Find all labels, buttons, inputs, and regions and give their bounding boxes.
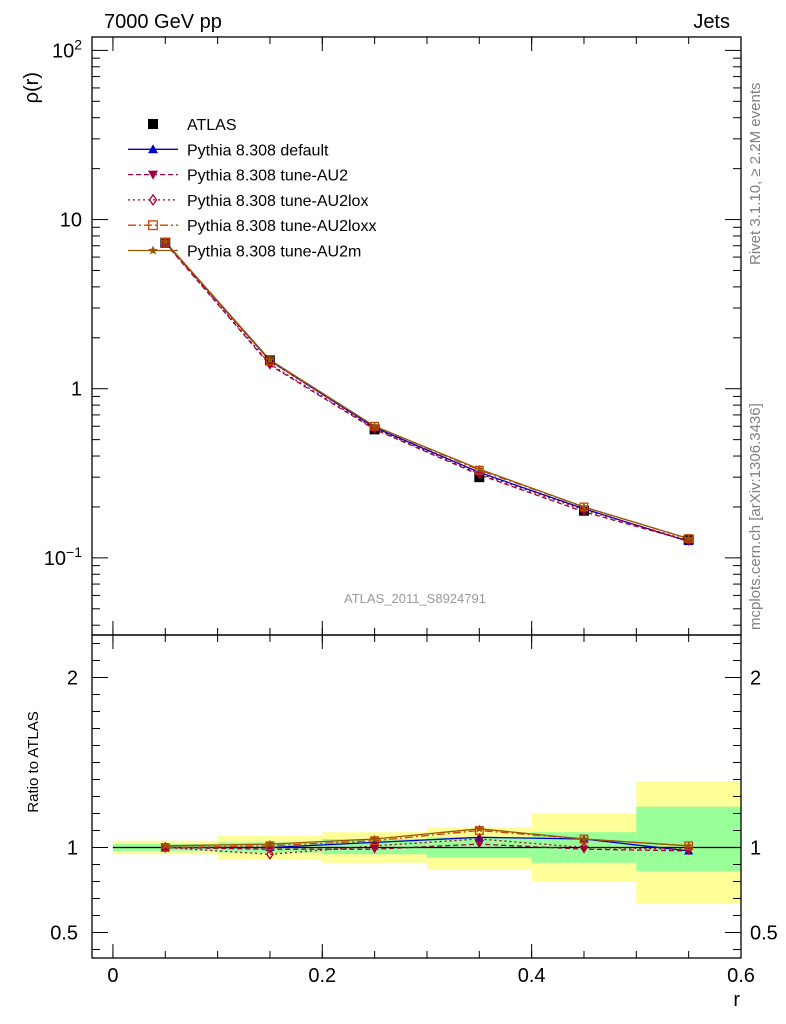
legend-label: Pythia 8.308 tune-AU2loxx (187, 218, 376, 235)
legend: ATLAS Pythia 8.308 default Pythia 8.308 tu… (128, 117, 376, 261)
mc-series-marker (370, 423, 379, 435)
mc-series-line (164, 242, 689, 541)
mc-series-line (164, 241, 689, 543)
ratio-y-tick-label-right: 0.5 (750, 923, 778, 945)
ratio-series-line (165, 836, 689, 852)
y-tick-label: 102 (52, 36, 82, 62)
x-tick-label: 0.4 (518, 965, 546, 987)
mc-series-line (164, 241, 689, 540)
rivet-label: Rivet 3.1.10, ≥ 2.2M events (747, 83, 764, 266)
legend-marker (148, 245, 158, 255)
ratio-series-marker (161, 841, 170, 850)
main-panel: 10−1 1 10 102 (44, 36, 742, 636)
legend-marker (148, 144, 158, 154)
legend-label: ATLAS (187, 117, 237, 134)
ratio-panel: 0 0.2 0.4 0.6 0.5 0.5 1 1 2 2 (50, 634, 778, 987)
mc-series-marker (370, 421, 379, 430)
main-ylabel: ρ(r) (21, 72, 43, 103)
ratio-series-marker (474, 832, 484, 841)
ratio-series-marker (580, 841, 588, 854)
ratio-y-tick-label: 1 (67, 838, 78, 860)
legend-label: Pythia 8.308 tune-AU2m (187, 244, 361, 261)
ratio-y-tick-label: 0.5 (50, 923, 78, 945)
ratio-series-marker (266, 848, 274, 860)
mcplots-label: mcplots.cern.ch [arXiv:1306.3436] (747, 403, 764, 630)
x-tick-label: 0.2 (308, 965, 336, 987)
header-left: 7000 GeV pp (104, 11, 222, 33)
x-tick-label: 0 (107, 965, 118, 987)
legend-label: Pythia 8.308 tune-AU2 (187, 168, 348, 185)
y-tick-label: 10−1 (44, 544, 82, 570)
legend-marker (148, 220, 158, 231)
ratio-series-marker (579, 834, 589, 843)
ratio-series-marker (579, 845, 589, 854)
ratio-series-marker (475, 824, 484, 833)
y-tick-label: 10 (60, 210, 82, 232)
ratio-series-marker (265, 839, 275, 848)
x-tick-label: 0.6 (727, 965, 755, 987)
ratio-y-tick-label-right: 1 (750, 838, 761, 860)
header-right: Jets (693, 11, 730, 33)
legend-label: Pythia 8.308 tune-AU2lox (187, 193, 368, 210)
mc-series-line (164, 242, 689, 542)
ratio-ylabel: Ratio to ATLAS (25, 711, 42, 812)
mc-series-marker (265, 355, 275, 364)
ratio-series-marker (684, 841, 693, 850)
legend-marker (148, 170, 158, 180)
x-axis-label: r (733, 989, 740, 1011)
mc-series-marker (579, 502, 589, 511)
mc-series-line (164, 241, 689, 540)
legend-marker (148, 193, 158, 207)
ratio-series-line (165, 828, 689, 847)
ratio-series-marker (475, 833, 484, 845)
mc-series-marker (161, 237, 170, 246)
ratio-series-marker (370, 834, 379, 843)
ratio-y-tick-label: 2 (67, 668, 78, 690)
ratio-series-line (165, 843, 689, 852)
legend-marker (148, 119, 158, 129)
analysis-watermark: ATLAS_2011_S8924791 (344, 591, 486, 606)
uncertainty-band-inner (636, 806, 741, 872)
mc-series-marker (475, 464, 484, 473)
main-frame (91, 36, 742, 636)
mc-series-marker (684, 534, 693, 543)
legend-label: Pythia 8.308 default (187, 142, 329, 159)
y-tick-label: 1 (71, 379, 82, 401)
ratio-y-tick-label-right: 2 (750, 668, 761, 690)
